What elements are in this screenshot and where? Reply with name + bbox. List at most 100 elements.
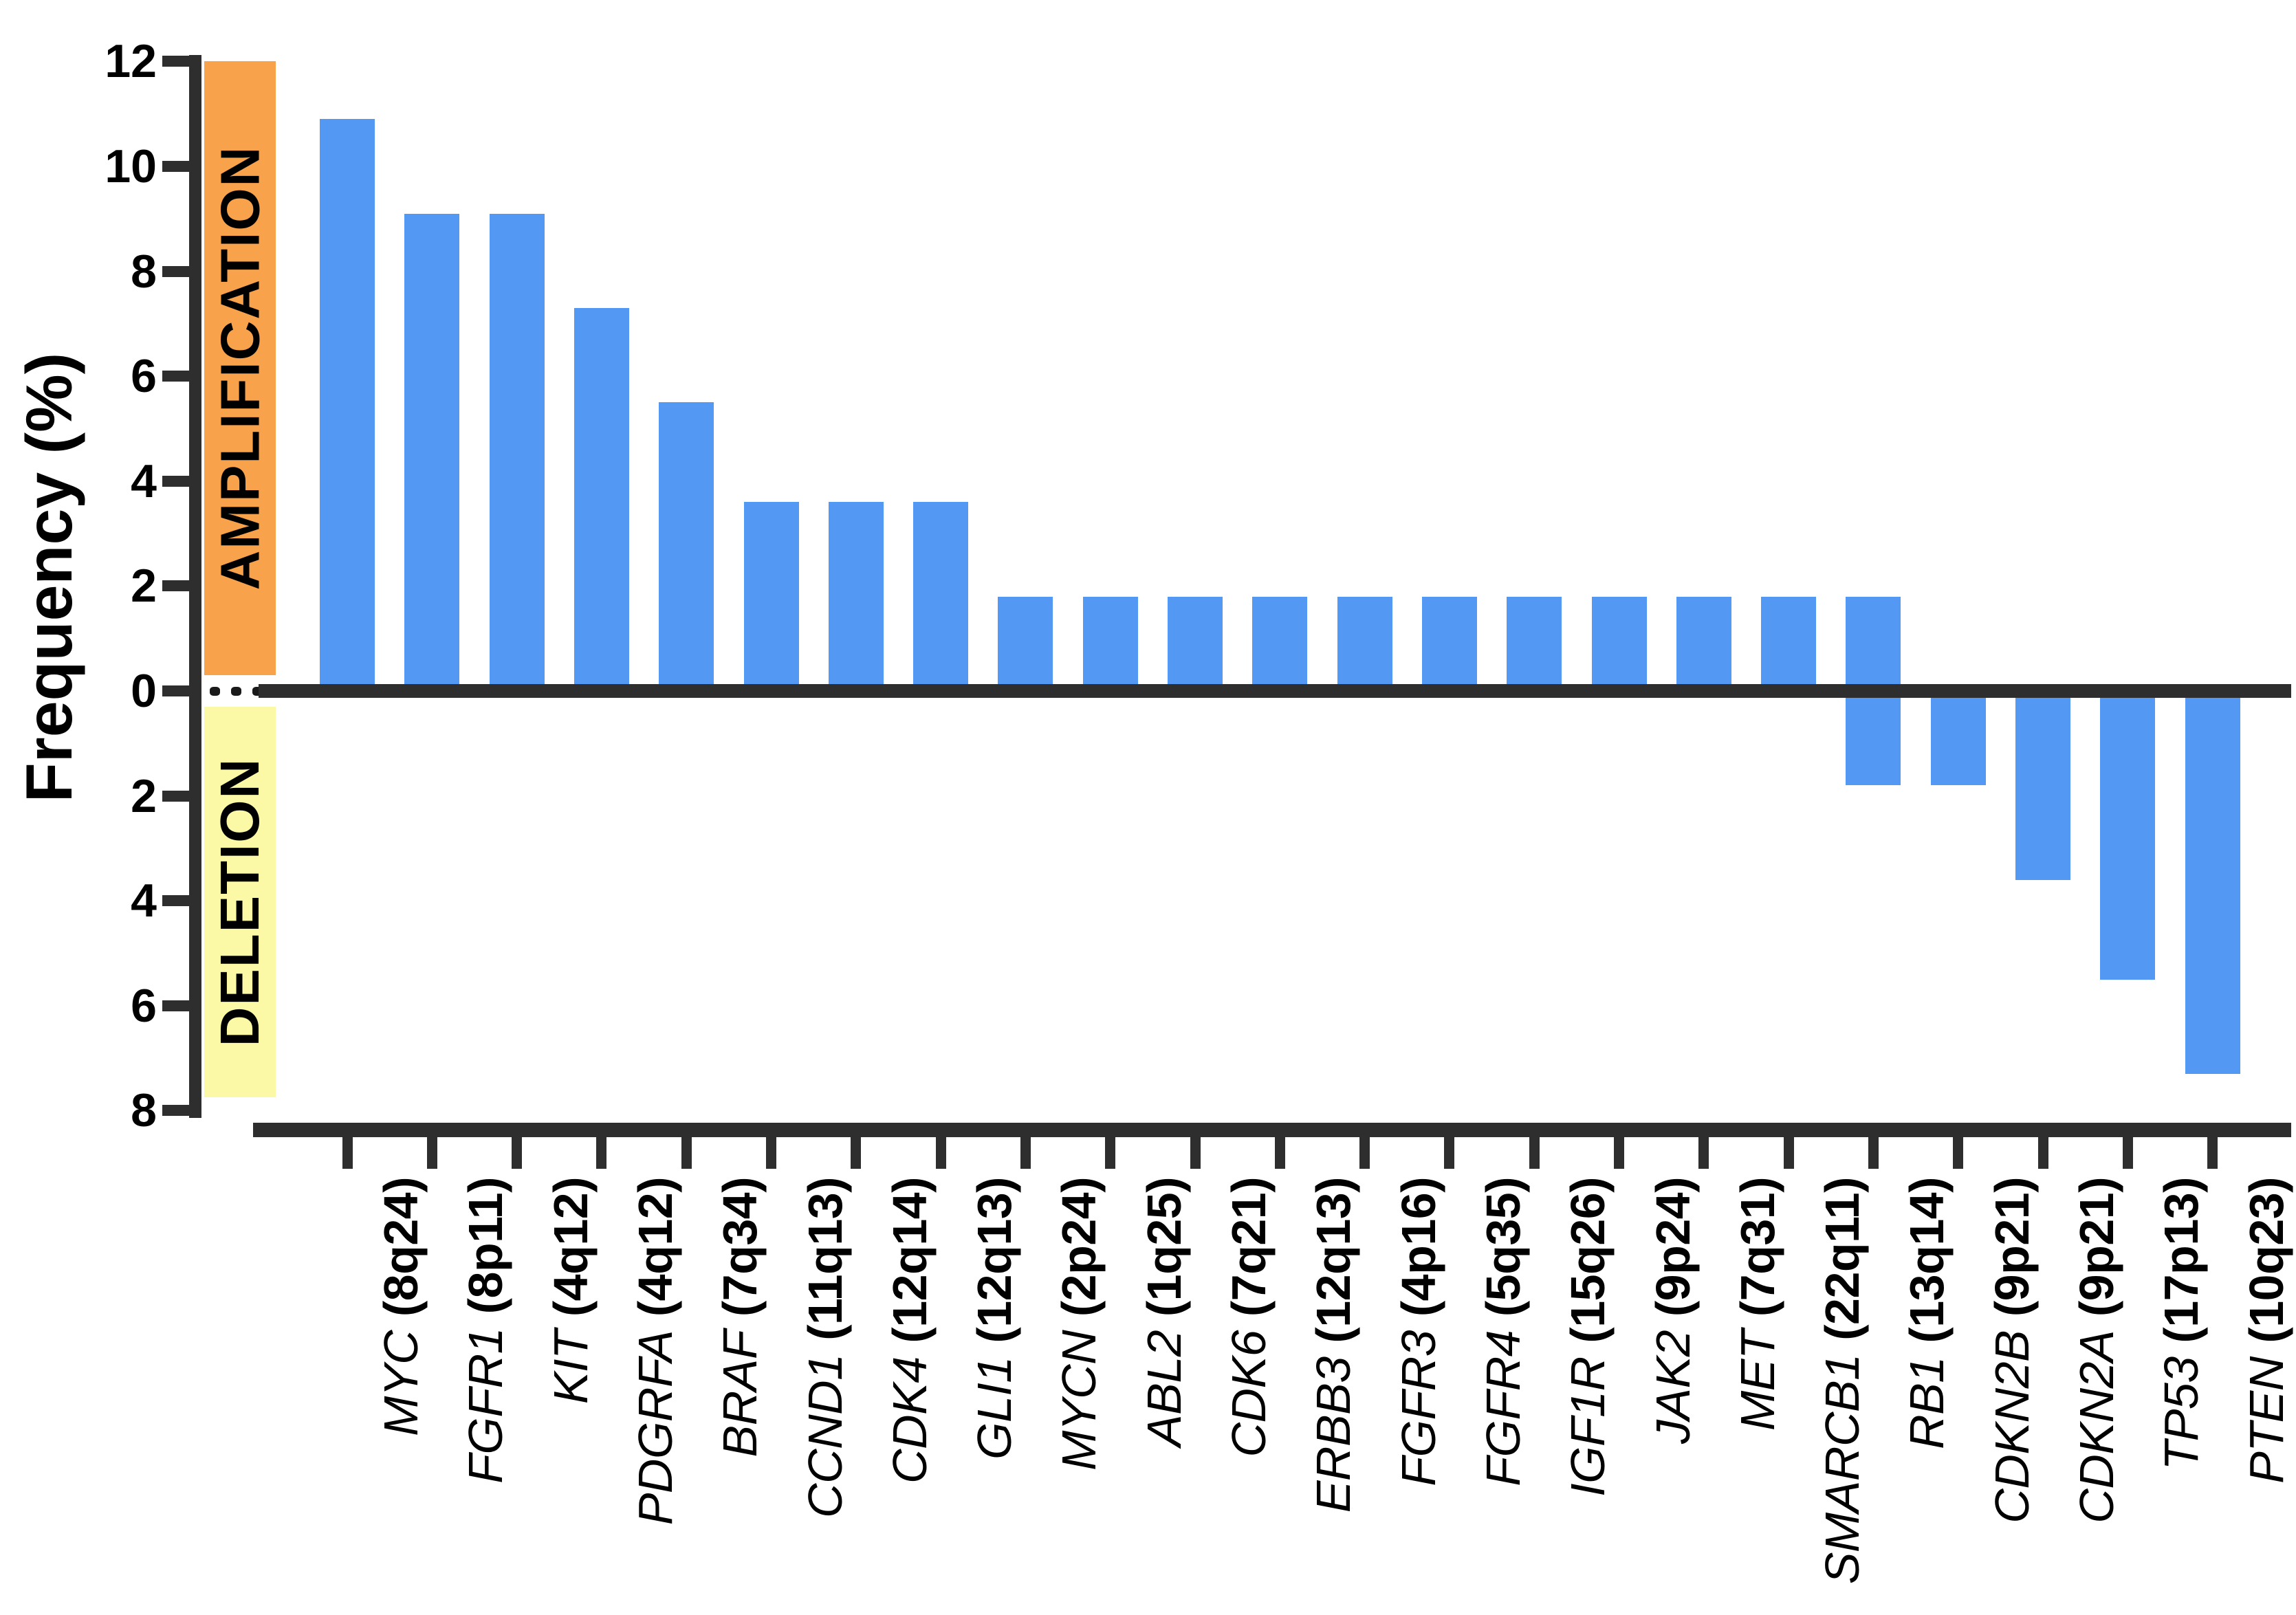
gene-locus: (9p21) [2070,1177,2123,1317]
gene-name: BRAF [713,1330,767,1458]
x-axis-label-KIT: KIT (4q12) [543,1177,598,1404]
x-tick-GLI1 [935,1137,946,1169]
gene-locus: (4p16) [1391,1177,1445,1317]
x-tick-ERBB3 [1274,1137,1285,1169]
gene-locus: (9p24) [1646,1177,1700,1317]
gene-name: CDK4 [882,1356,937,1484]
bar-amplification-MET [1676,596,1731,691]
gene-locus: (4q12) [628,1177,682,1317]
x-axis-label-TP53: TP53 (17p13) [2154,1177,2209,1471]
gene-name: CDK6 [1222,1330,1276,1458]
x-tick-BRAF [681,1137,692,1169]
bar-amplification-KIT [489,213,545,691]
x-axis-label-PTEN: PTEN (10q23) [2239,1177,2294,1484]
y-tick-deletion [162,790,201,802]
x-axis-label-IGF1R: IGF1R (15q26) [1560,1177,1615,1497]
bar-deletion-PTEN [2185,691,2240,1074]
x-tick-SMARCB1 [1783,1137,1794,1169]
x-axis-label-BRAF: BRAF (7q34) [712,1177,767,1457]
gene-name: IGF1R [1561,1356,1615,1497]
x-axis-label-CDKN2A: CDKN2A (9p21) [2069,1177,2124,1524]
gene-locus: (12q13) [967,1177,1022,1343]
bar-amplification-FGFR3 [1337,596,1392,691]
gene-name: ABL2 [1137,1330,1191,1447]
x-axis-label-CDK4: CDK4 (12q14) [882,1177,937,1484]
bar-amplification-FGFR4 [1421,596,1477,691]
x-tick-FGFR4 [1444,1137,1455,1169]
x-axis-label-CDKN2B: CDKN2B (9p21) [1985,1177,2040,1524]
gene-locus: (12q13) [1306,1177,1361,1343]
bar-amplification-BRAF [659,402,714,691]
amplification-band [204,61,276,675]
y-tick-label-amplification: 0 [131,665,157,717]
x-tick-FGFR1 [426,1137,437,1169]
x-tick-CDK6 [1190,1137,1201,1169]
x-axis-label-MYC: MYC (8q24) [373,1177,428,1436]
x-axis-label-FGFR3: FGFR3 (4p16) [1391,1177,1446,1486]
y-tick-label-amplification: 6 [131,350,157,403]
x-axis-label-RB1: RB1 (13q14) [1899,1177,1954,1449]
y-tick-amplification [162,265,201,277]
zero-line [259,684,2291,698]
x-tick-PTEN [2207,1137,2218,1169]
gene-name: MET [1730,1330,1784,1431]
x-tick-MYC [342,1137,353,1169]
y-tick-label-deletion: 2 [131,769,157,822]
x-axis-label-MYCN: MYCN (2p24) [1051,1177,1106,1471]
gene-name: MYCN [1052,1330,1106,1471]
bar-amplification-ABL2 [1082,596,1138,691]
bar-amplification-CDK6 [1168,596,1223,691]
gene-name: FGFR4 [1476,1330,1530,1486]
x-tick-RB1 [1868,1137,1879,1169]
gene-name: TP53 [2154,1356,2209,1471]
gene-locus: (2p24) [1052,1177,1106,1317]
gene-name: FGFR3 [1391,1330,1445,1486]
gene-locus: (9p21) [1985,1177,2039,1317]
x-tick-IGF1R [1529,1137,1540,1169]
x-axis-label-JAK2: JAK2 (9p24) [1646,1177,1701,1444]
x-axis-label-FGFR1: FGFR1 (8p11) [458,1177,513,1484]
x-tick-MYCN [1020,1137,1031,1169]
x-axis-label-FGFR4: FGFR4 (5q35) [1476,1177,1531,1486]
gene-locus: (15q26) [1561,1177,1615,1343]
x-tick-CCND1 [766,1137,776,1169]
gene-name: CCND1 [798,1354,852,1518]
x-tick-KIT [512,1137,523,1169]
y-tick-label-amplification: 10 [105,140,157,193]
gene-locus: (4q12) [543,1177,598,1317]
bar-amplification-MYCN [998,596,1053,691]
gene-locus: (10q23) [2239,1177,2293,1343]
axis-break-dot [231,687,241,696]
gene-locus: (11q13) [798,1177,852,1341]
gene-locus: (5q35) [1476,1177,1530,1317]
x-tick-TP53 [2122,1137,2133,1169]
y-tick-deletion [162,1000,201,1011]
x-tick-FGFR3 [1359,1137,1370,1169]
x-axis-label-ABL2: ABL2 (1q25) [1137,1177,1192,1447]
x-axis-label-ERBB3: ERBB3 (12q13) [1306,1177,1361,1513]
gene-locus: (7q31) [1730,1177,1784,1317]
bar-amplification-IGF1R [1507,596,1562,691]
bar-amplification-SMARCB1 [1761,596,1817,691]
gene-locus: (13q14) [1900,1177,1954,1343]
bar-amplification-JAK2 [1591,596,1647,691]
x-tick-PDGRFA [596,1137,607,1169]
gene-locus: (7q21) [1222,1177,1276,1317]
gene-locus: (8p11) [459,1177,513,1315]
gene-name: JAK2 [1646,1330,1700,1444]
deletion-band [204,707,276,1097]
gene-name: RB1 [1900,1356,1954,1449]
gene-locus: (8q24) [374,1177,428,1317]
x-tick-CDKN2B [1953,1137,1964,1169]
bar-deletion-CDKN2B [1930,691,1986,786]
bar-amplification-GLI1 [913,502,969,691]
gene-locus: (7q34) [713,1177,767,1317]
y-tick-amplification [162,56,201,67]
gene-name: PDGRFA [628,1330,682,1526]
bar-amplification-PDGRFA [573,308,629,691]
bar-amplification-MYC [320,119,375,691]
y-tick-label-amplification: 4 [131,454,157,507]
axis-break-dot [210,687,220,696]
